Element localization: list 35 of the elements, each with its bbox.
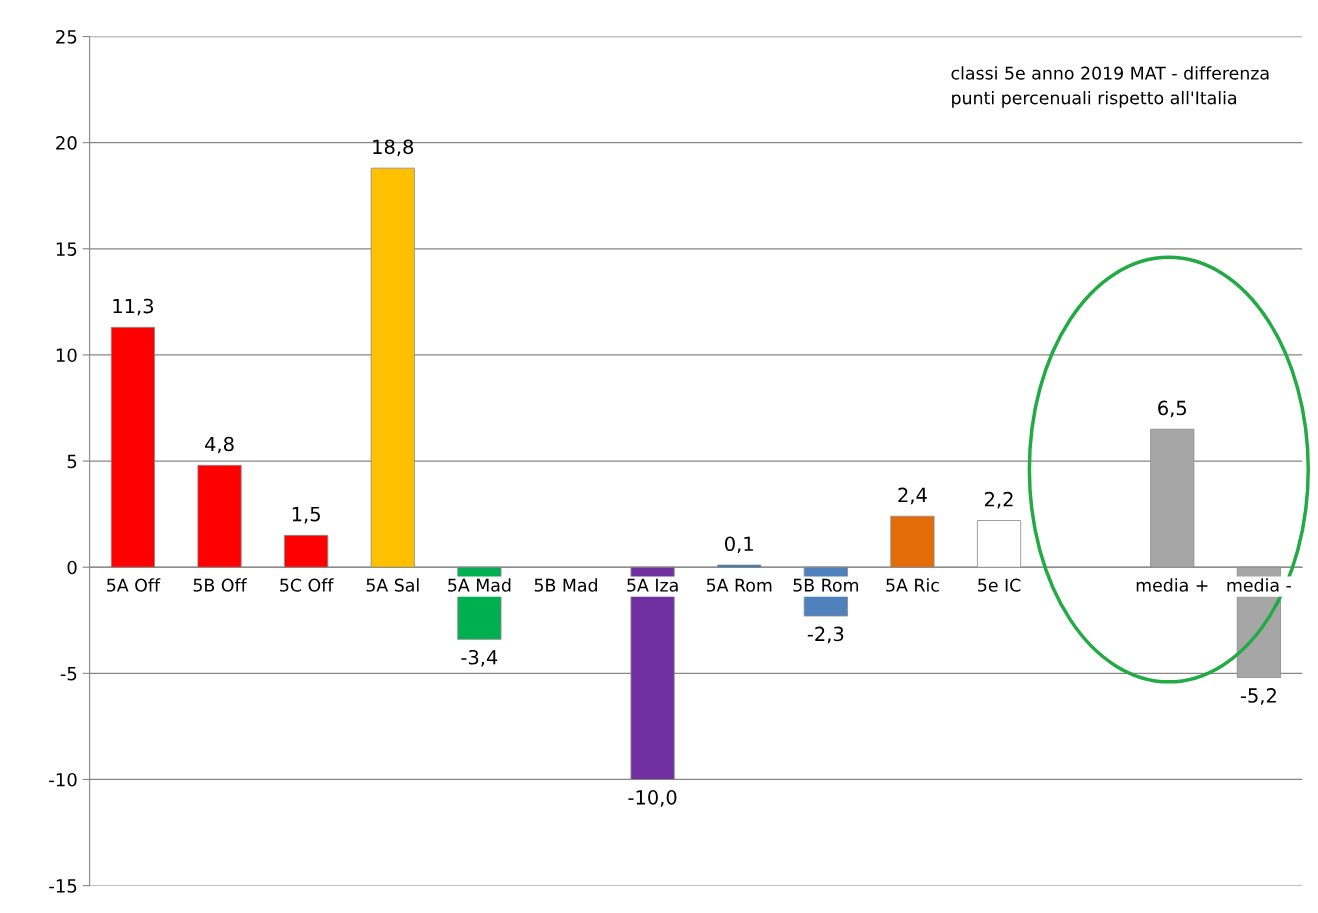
data-label: 4,8 [205,436,234,454]
y-tick-label: 20 [56,136,77,150]
y-tick-label: -5 [60,667,77,681]
data-label: 6,5 [1158,400,1187,418]
data-label: 11,3 [113,298,154,316]
x-tick-label: 5C Off [280,578,334,592]
data-label: 1,5 [292,506,320,524]
x-tick-label: 5B Mad [534,578,597,592]
x-tick-label: 5B Off [193,578,248,592]
annotation: classi 5e anno 2019 MAT - differenza punti percenuali rispetto all'Italia [951,66,1269,108]
x-tick-label: 5A Ric [886,578,939,592]
x-tick-label: 5A Rom [706,578,772,592]
y-tick-label: -10 [49,772,77,787]
y-tick-label: 25 [56,29,77,44]
x-tick-label: 5e IC [978,578,1021,592]
data-label: -10,0 [628,790,677,807]
y-tick-label: -15 [49,879,77,893]
x-tick-label: 5B Rom [793,578,858,592]
data-label: 0,1 [725,536,753,554]
data-label: 2,2 [985,491,1013,509]
x-tick-label: 5A Off [107,578,161,592]
data-label: -2,3 [807,626,844,644]
data-label: 18,8 [373,139,414,157]
x-tick-label: 5A Iza [627,578,678,592]
y-tick-label: 15 [56,242,77,256]
data-label: -5,2 [1240,688,1276,705]
x-tick-label: media + [1136,578,1208,592]
data-label: 2,4 [898,487,927,505]
x-tick-label: 5A Sal [366,578,419,592]
y-tick-label: 10 [56,348,77,363]
x-tick-label: media - [1227,578,1291,592]
y-tick-label: 5 [67,454,77,469]
y-tick-label: 0 [67,560,77,575]
data-label: -3,4 [461,649,498,667]
x-tick-label: 5A Mad [448,578,511,592]
